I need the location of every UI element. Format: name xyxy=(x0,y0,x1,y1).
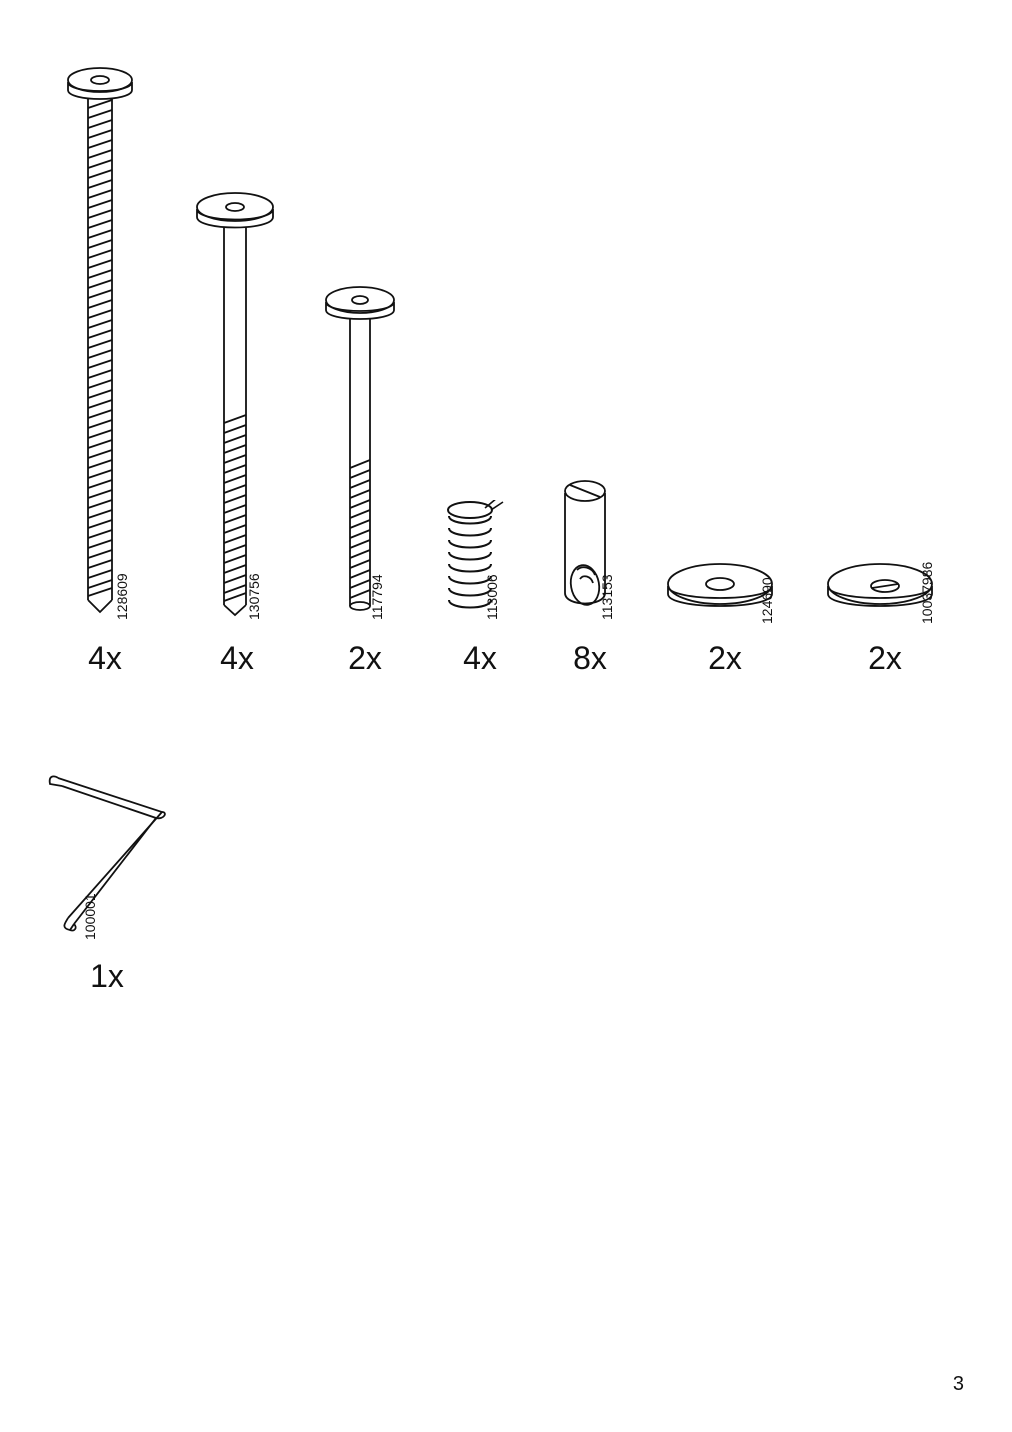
count-label: 4x xyxy=(40,640,170,677)
count-label: 8x xyxy=(525,640,655,677)
page-number: 3 xyxy=(953,1373,964,1396)
hardware-item: 130756 xyxy=(180,185,310,670)
part-number-label: 117794 xyxy=(369,574,385,620)
bolt-icon xyxy=(180,185,310,620)
hardware-item: 117794 xyxy=(305,280,435,670)
spring-icon xyxy=(425,500,535,620)
hardware-item: 100001 xyxy=(40,770,190,990)
washer-icon xyxy=(810,558,960,624)
count-label: 4x xyxy=(172,640,302,677)
part-number-label: 113006 xyxy=(484,574,500,620)
part-number-label: 130756 xyxy=(246,573,262,620)
part-number-label: 124690 xyxy=(759,577,775,624)
count-label: 2x xyxy=(820,640,950,677)
screw-icon xyxy=(50,60,180,620)
part-number-label: 100001 xyxy=(82,893,98,940)
cam-lock-icon xyxy=(530,475,650,620)
count-label: 2x xyxy=(660,640,790,677)
count-label: 1x xyxy=(42,958,172,995)
page: 128609 4x 130756 4x xyxy=(0,0,1012,1432)
hardware-item: 128609 xyxy=(50,60,180,670)
allen-key-icon xyxy=(40,770,190,940)
part-number-label: 10037986 xyxy=(919,562,935,624)
count-label: 2x xyxy=(300,640,430,677)
part-number-label: 128609 xyxy=(114,573,130,620)
part-number-label: 113153 xyxy=(599,574,615,620)
bolt-icon xyxy=(305,280,435,620)
